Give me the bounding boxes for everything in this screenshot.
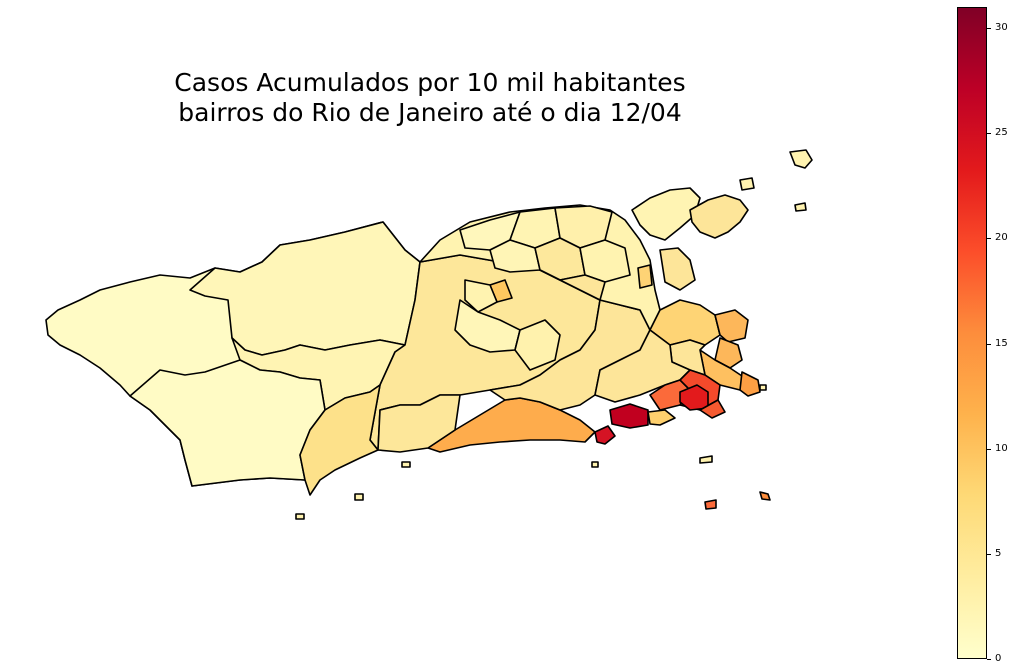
region-sepetiba [129,359,326,487]
region-island-5 [295,513,305,520]
colorbar-tick-label: 30 [995,22,1008,34]
colorbar-tick [987,343,991,345]
region-flamengo [714,337,743,369]
map-title: Casos Acumulados por 10 mil habitantes b… [120,68,740,128]
map-title-line-1: Casos Acumulados por 10 mil habitantes [174,68,686,97]
region-jacarepagua-west [377,394,461,453]
colorbar-tick-label: 15 [995,337,1008,349]
choropleth-map [45,149,813,520]
region-olaria [637,264,653,289]
region-gloria [714,309,749,343]
colorbar-tick [987,448,991,450]
colorbar-tick-label: 25 [995,127,1008,139]
region-island-cagarras-2 [759,491,771,501]
region-island-8 [759,384,767,391]
region-paqueta [789,149,813,169]
region-ilha-fundao [659,247,696,291]
colorbar-tick [987,238,991,240]
region-barra [427,397,596,453]
region-ilha-governador-east [689,194,749,239]
region-island-1 [739,177,755,191]
map-title-line-2: bairros do Rio de Janeiro até o dia 12/0… [178,98,682,127]
colorbar-tick-label: 10 [995,442,1008,454]
colorbar-tick [987,553,991,555]
colorbar-tick-label: 5 [995,547,1002,559]
region-vila-isabel [539,269,606,301]
region-sao-conrado [609,403,649,429]
region-rocinha [594,425,616,445]
colorbar-tick [987,659,991,660]
region-engenho [464,279,498,313]
region-recreio [299,384,381,496]
region-island-7 [794,202,807,212]
region-island-6 [401,461,411,468]
region-island-cagarras-1 [704,499,717,510]
region-ilha-governador [631,187,701,241]
region-island-2 [699,455,713,464]
colorbar-tick-label: 20 [995,232,1008,244]
colorbar-tick [987,28,991,30]
region-jardim-botanico [699,399,726,419]
region-island-4 [354,493,364,501]
colorbar-tick-label: 0 [995,653,1002,664]
region-grajau [514,319,561,371]
colorbar-tick [987,133,991,135]
colorbar [957,7,987,659]
region-copacabana [739,371,761,397]
region-vidigal [647,409,676,426]
region-island-3 [591,461,599,468]
